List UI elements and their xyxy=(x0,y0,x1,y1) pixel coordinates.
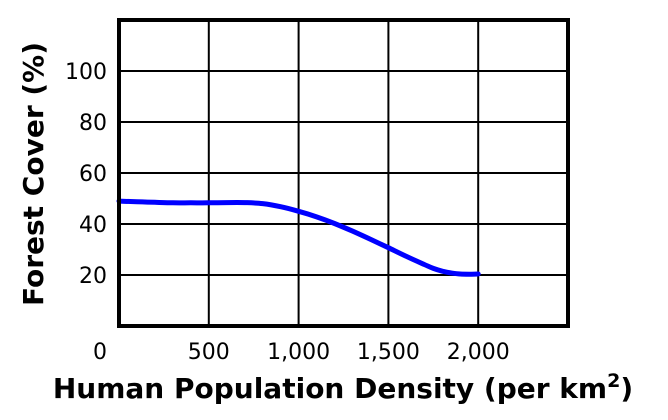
x-tick-labels: 0 500 1,000 1,500 2,000 xyxy=(93,340,510,365)
y-axis-title: Forest Cover (%) xyxy=(17,42,50,306)
y-tick-labels: 20 40 60 80 100 xyxy=(65,60,107,289)
y-tick-label: 100 xyxy=(65,60,107,85)
grid xyxy=(119,20,568,326)
y-tick-label: 80 xyxy=(79,111,107,136)
x-tick-label: 0 xyxy=(93,340,107,365)
x-axis-title-main: Human Population Density (per km xyxy=(53,372,607,405)
x-tick-label: 500 xyxy=(188,340,230,365)
x-tick-label: 2,000 xyxy=(447,340,510,365)
plot-frame xyxy=(117,18,570,328)
y-tick-label: 60 xyxy=(79,162,107,187)
y-tick-label: 40 xyxy=(79,213,107,238)
y-tick-label: 20 xyxy=(79,264,107,289)
series-line-forest-cover xyxy=(116,198,481,277)
x-tick-label: 1,000 xyxy=(267,340,330,365)
x-tick-label: 1,500 xyxy=(357,340,420,365)
x-axis-title: Human Population Density (per km2) xyxy=(53,370,633,405)
x-axis-title-superscript: 2 xyxy=(607,370,620,392)
x-axis-title-end: ) xyxy=(620,372,633,405)
